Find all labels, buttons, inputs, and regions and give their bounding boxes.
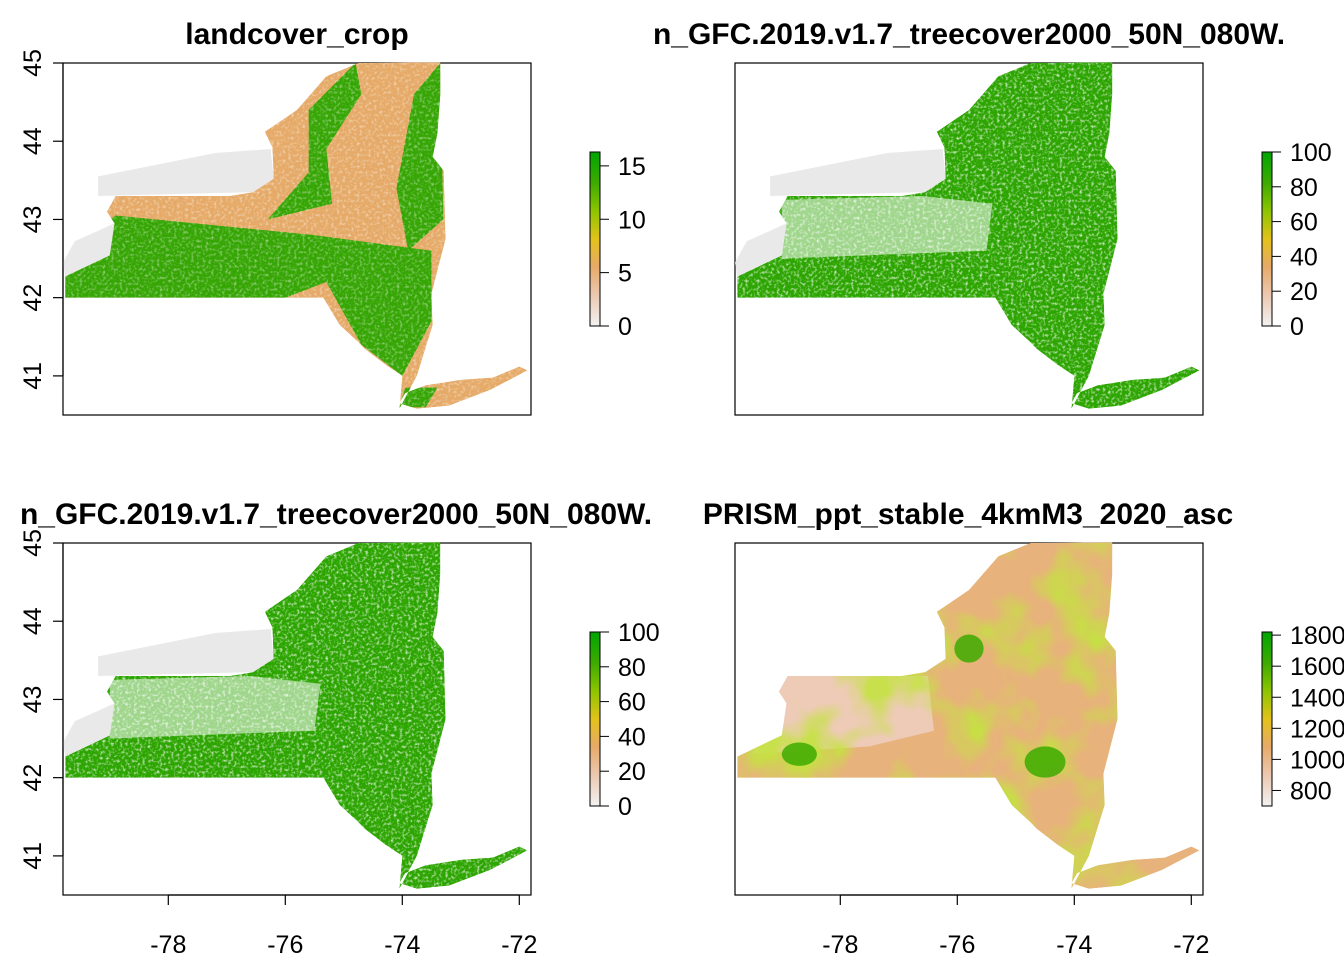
wet-spot <box>1024 746 1066 778</box>
legend-tick-label: 0 <box>618 313 632 341</box>
colorbar <box>589 151 601 327</box>
x-tick-label: -78 <box>822 931 858 959</box>
x-tick-label: -76 <box>267 931 303 959</box>
legend-tick-label: 5 <box>618 260 632 288</box>
legend-tick-label: 0 <box>1290 313 1304 341</box>
map-raster <box>737 542 1200 889</box>
legend-tick-label: 100 <box>1290 139 1332 167</box>
state-raster <box>737 542 1200 889</box>
plot-frame <box>734 62 1204 416</box>
legend-tick-label: 15 <box>618 153 646 181</box>
lake-ontario-shape <box>98 149 274 196</box>
panel-treecover-bottom: n_GFC.2019.v1.7_treecover2000_50N_080W. … <box>19 498 660 959</box>
y-tick-label: 45 <box>19 49 47 77</box>
x-tick-label: -72 <box>1173 931 1209 959</box>
y-tick-label: 43 <box>19 686 47 714</box>
lake-erie-shape <box>63 703 115 757</box>
y-tick-label: 43 <box>19 206 47 234</box>
legend-tick-label: 1600 <box>1290 653 1344 681</box>
wet-overlay <box>737 543 1200 889</box>
colorbar <box>1261 151 1273 327</box>
panel-title: PRISM_ppt_stable_4kmM3_2020_asc <box>703 498 1233 531</box>
legend-tick-label: 1200 <box>1290 715 1344 743</box>
legend-tick-label: 100 <box>618 619 660 647</box>
y-axis: 41 42 43 44 45 <box>19 49 64 390</box>
x-axis: -78 -76 -74 -72 <box>822 894 1209 959</box>
legend-tick-label: 10 <box>618 206 646 234</box>
x-tick-label: -74 <box>1056 931 1092 959</box>
legend-tick-label: 80 <box>618 654 646 682</box>
state-raster <box>65 62 528 409</box>
panel-title: n_GFC.2019.v1.7_treecover2000_50N_080W. <box>653 18 1285 51</box>
colorbar <box>1261 631 1273 807</box>
y-axis: 41 42 43 44 45 <box>19 529 64 870</box>
legend-tick-label: 1800 <box>1290 622 1344 650</box>
x-tick-label: -76 <box>939 931 975 959</box>
y-tick-label: 42 <box>19 764 47 792</box>
map-raster <box>63 62 528 409</box>
panel-treecover-top: n_GFC.2019.v1.7_treecover2000_50N_080W. … <box>653 18 1332 416</box>
x-tick-label: -78 <box>150 931 186 959</box>
y-tick-label: 41 <box>19 362 47 390</box>
legend-tick-label: 800 <box>1290 777 1332 805</box>
map-raster <box>63 542 528 889</box>
legend-tick-label: 40 <box>618 723 646 751</box>
y-tick-label: 42 <box>19 284 47 312</box>
lake-erie-shape <box>735 223 787 277</box>
x-axis: -78 -76 -74 -72 <box>150 894 537 959</box>
legend-tick-label: 80 <box>1290 174 1318 202</box>
legend-colorbar: 0 5 10 15 <box>589 151 646 341</box>
lake-ontario-shape <box>98 629 274 676</box>
lake-erie-shape <box>63 223 115 277</box>
state-raster <box>65 542 528 889</box>
legend-tick-label: 20 <box>618 758 646 786</box>
wet-spot <box>781 742 817 766</box>
y-tick-label: 45 <box>19 529 47 557</box>
legend-tick-label: 60 <box>618 689 646 717</box>
colorbar <box>589 631 601 807</box>
legend-tick-label: 60 <box>1290 209 1318 237</box>
legend-tick-label: 20 <box>1290 278 1318 306</box>
wet-spot <box>954 634 984 663</box>
x-tick-label: -72 <box>501 931 537 959</box>
panel-landcover: landcover_crop 41 42 43 44 45 0 5 10 15 <box>19 18 646 416</box>
legend-colorbar: 0 20 40 60 80 100 <box>1261 139 1332 341</box>
y-tick-label: 44 <box>19 607 47 635</box>
legend-colorbar: 0 20 40 60 80 100 <box>589 619 660 821</box>
lake-ontario-shape <box>770 149 946 196</box>
texture-overlay <box>65 63 528 409</box>
y-tick-label: 41 <box>19 842 47 870</box>
panel-prism: PRISM_ppt_stable_4kmM3_2020_asc -78 -76 -7… <box>703 498 1344 959</box>
x-tick-label: -74 <box>384 931 420 959</box>
map-raster <box>735 62 1200 409</box>
legend-colorbar: 800 1000 1200 1400 1600 1800 <box>1261 622 1344 807</box>
state-raster <box>737 62 1200 409</box>
legend-tick-label: 40 <box>1290 243 1318 271</box>
legend-tick-label: 1000 <box>1290 746 1344 774</box>
legend-tick-label: 0 <box>618 793 632 821</box>
texture-overlay <box>65 543 528 889</box>
y-tick-label: 44 <box>19 127 47 155</box>
texture-overlay <box>737 63 1200 409</box>
panel-title: landcover_crop <box>185 18 408 51</box>
panel-title: n_GFC.2019.v1.7_treecover2000_50N_080W. <box>20 498 652 531</box>
legend-tick-label: 1400 <box>1290 684 1344 712</box>
